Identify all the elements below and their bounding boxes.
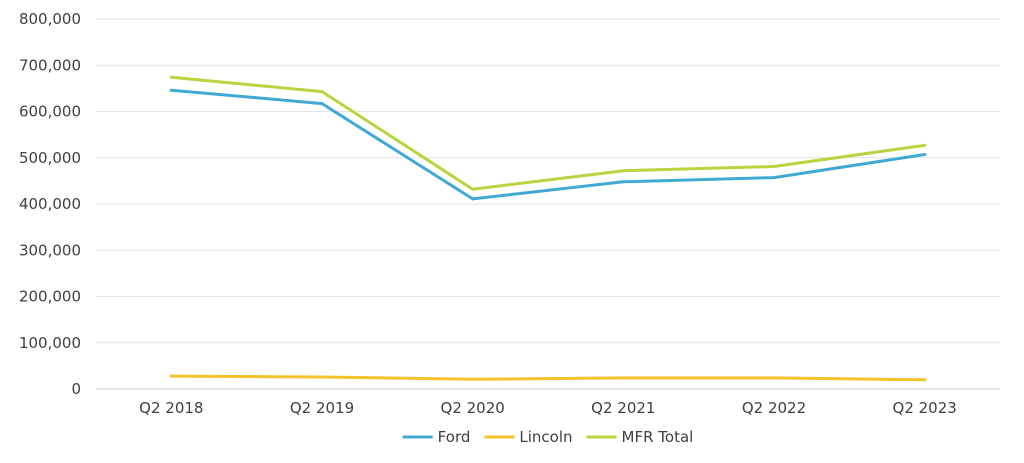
data-point [772,176,776,180]
data-point [169,374,173,378]
y-tick-label: 200,000 [19,288,81,306]
data-point [320,90,324,94]
data-point [621,376,625,380]
x-tick-label: Q2 2023 [893,399,957,417]
x-tick-label: Q2 2021 [591,399,655,417]
data-point [320,102,324,106]
data-point [621,180,625,184]
data-point [923,153,927,157]
data-point [621,169,625,173]
data-point [471,197,475,201]
y-tick-label: 100,000 [19,334,81,352]
axes: 0 100,000 200,000 300,000 400,000 500,000 600,… [19,10,957,417]
y-tick-label: 800,000 [19,10,81,28]
series-line-mfr-total [169,75,927,191]
data-point [923,378,927,382]
data-point [772,165,776,169]
legend: Ford Lincoln MFR Total [402,428,694,446]
data-point [772,376,776,380]
data-point [471,377,475,381]
y-tick-label: 300,000 [19,241,81,259]
y-tick-label: 0 [71,380,81,398]
gridlines [96,18,1000,390]
data-point [320,375,324,379]
data-point [169,88,173,92]
y-tick-label: 700,000 [19,56,81,74]
y-tick-label: 600,000 [19,103,81,121]
legend-label: Ford [438,428,471,446]
data-point [923,143,927,147]
series-line-lincoln [169,374,927,382]
x-tick-label: Q2 2018 [139,399,203,417]
legend-label: Lincoln [519,428,572,446]
x-tick-label: Q2 2019 [290,399,354,417]
legend-label: MFR Total [622,428,694,446]
data-point [169,75,173,79]
y-tick-label: 400,000 [19,195,81,213]
x-tick-label: Q2 2020 [441,399,505,417]
series-lines [169,75,927,382]
data-point [471,187,475,191]
series-line-ford [169,88,927,201]
x-tick-label: Q2 2022 [742,399,806,417]
y-tick-label: 500,000 [19,149,81,167]
